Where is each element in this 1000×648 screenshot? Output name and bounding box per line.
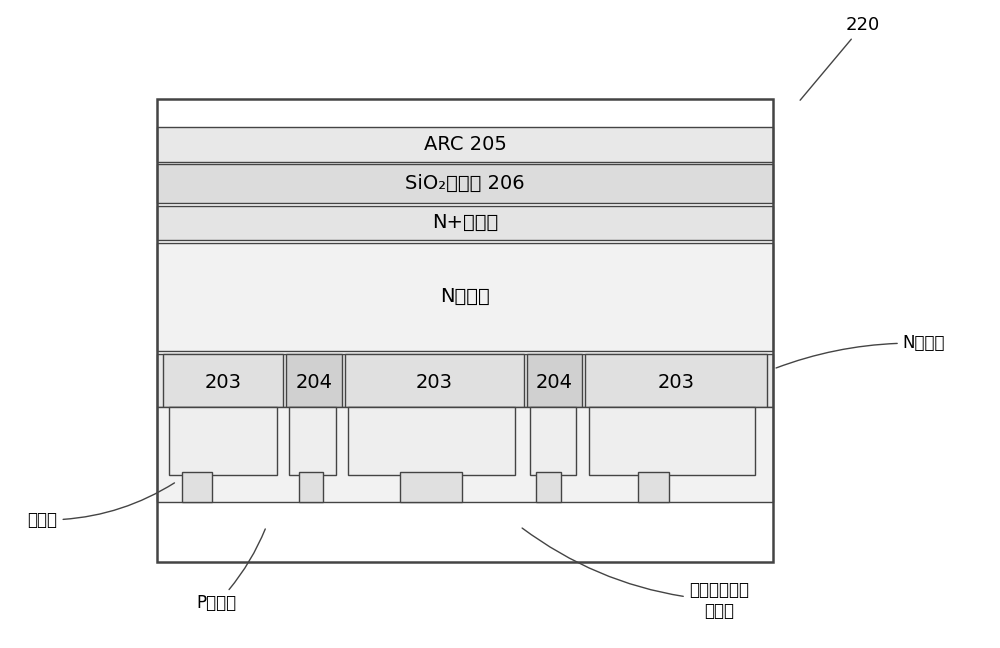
Text: N型基极: N型基极 [440, 288, 490, 307]
Text: ARC 205: ARC 205 [424, 135, 507, 154]
Bar [286, 354, 342, 407]
Text: 203: 203 [658, 373, 695, 392]
Text: P型触指: P型触指 [197, 529, 265, 612]
Text: 穿过钝化层的
接触孔: 穿过钝化层的 接触孔 [522, 528, 749, 619]
Bar [585, 354, 767, 407]
Text: 钝化层: 钝化层 [28, 483, 174, 529]
Bar [182, 472, 212, 502]
Bar [157, 242, 773, 351]
Bar [289, 407, 336, 475]
Bar [157, 164, 773, 203]
Bar [589, 407, 755, 475]
Bar [157, 127, 773, 161]
Bar [536, 472, 561, 502]
Text: N型触指: N型触指 [776, 334, 945, 368]
Bar [400, 472, 462, 502]
Bar [157, 99, 773, 562]
Bar [348, 407, 515, 475]
Bar [530, 407, 576, 475]
Bar [157, 407, 773, 502]
Text: SiO₂钒化层 206: SiO₂钒化层 206 [405, 174, 525, 193]
Bar [638, 472, 669, 502]
Text: 203: 203 [416, 373, 453, 392]
Text: 204: 204 [296, 373, 333, 392]
Bar [527, 354, 582, 407]
Bar [299, 472, 323, 502]
Bar [157, 354, 773, 407]
Text: 220: 220 [800, 16, 880, 100]
Bar [157, 205, 773, 240]
Bar [345, 354, 524, 407]
Bar [169, 407, 277, 475]
Text: 204: 204 [536, 373, 573, 392]
Text: N+正面场: N+正面场 [432, 213, 498, 233]
Bar [163, 354, 283, 407]
Text: 203: 203 [205, 373, 242, 392]
